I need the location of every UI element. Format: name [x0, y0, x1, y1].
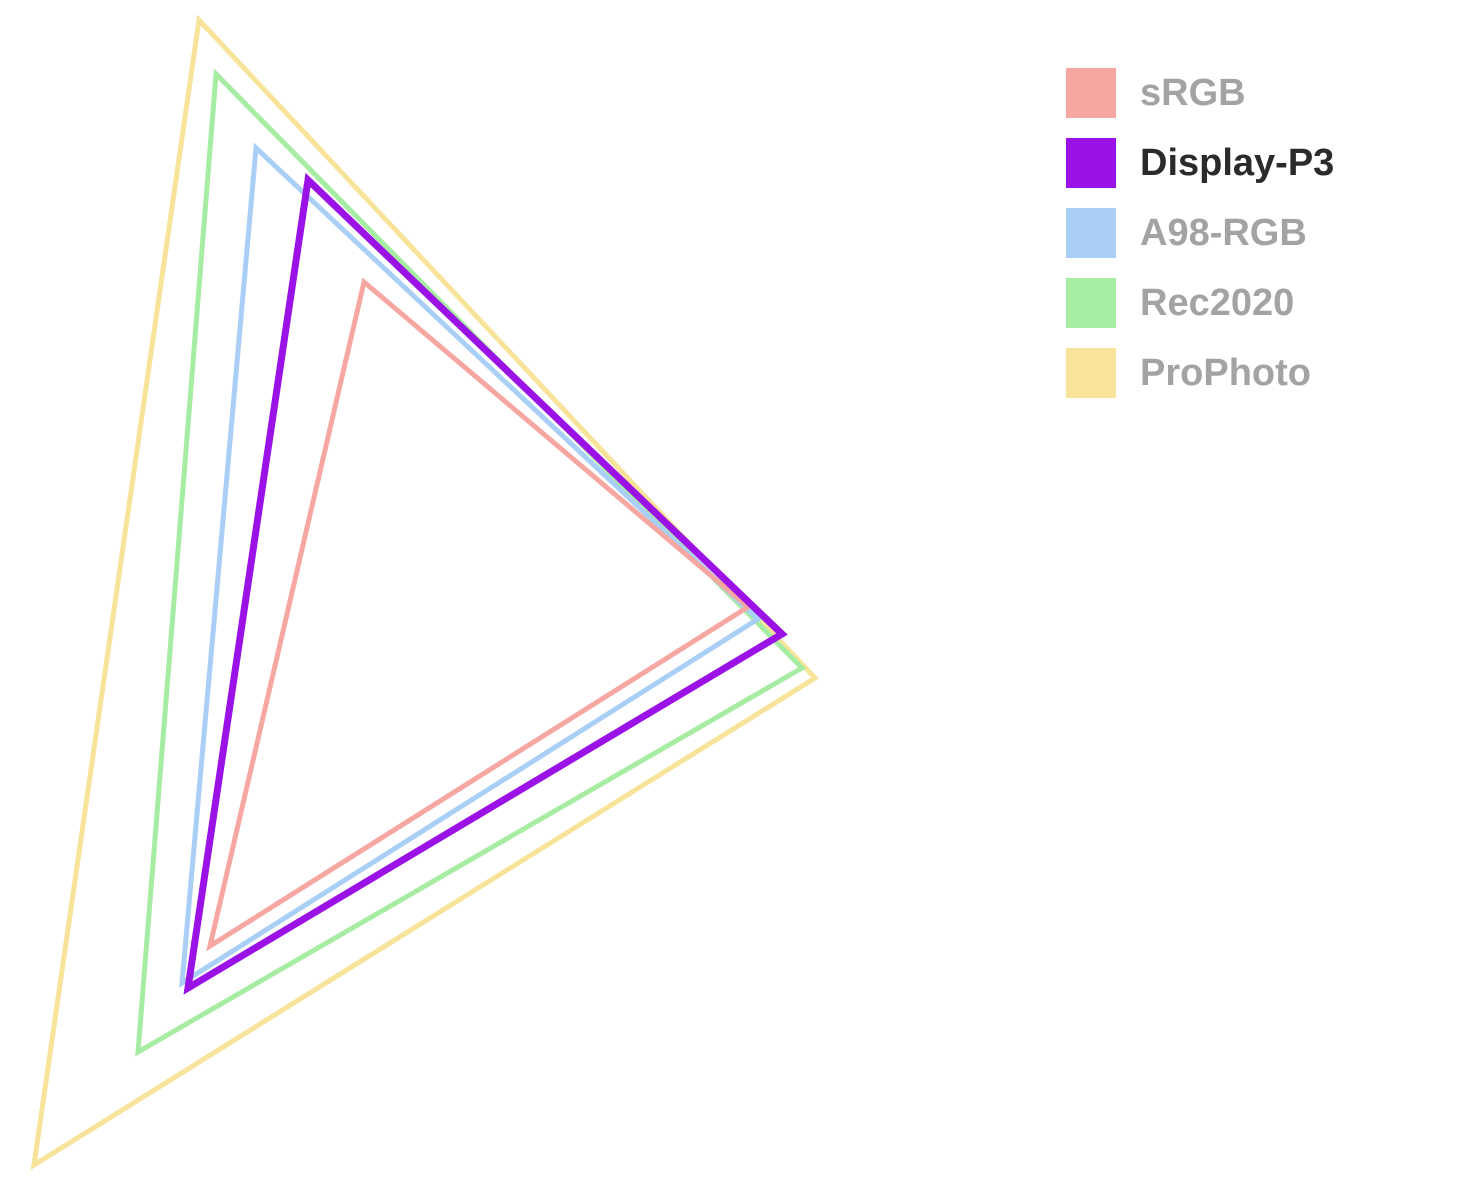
diagram-stage: sRGB Display-P3 A98-RGB Rec2020 ProPhoto — [0, 0, 1473, 1194]
legend-item-prophoto[interactable]: ProPhoto — [1066, 338, 1334, 408]
legend-swatch-prophoto — [1066, 348, 1116, 398]
legend-item-rec2020[interactable]: Rec2020 — [1066, 268, 1334, 338]
gamut-srgb — [210, 282, 748, 946]
legend-item-displayp3[interactable]: Display-P3 — [1066, 128, 1334, 198]
gamut-rec2020 — [138, 74, 802, 1052]
legend-label-srgb: sRGB — [1140, 72, 1246, 115]
legend-swatch-a98rgb — [1066, 208, 1116, 258]
gamut-displayp3 — [188, 180, 782, 988]
legend-item-a98rgb[interactable]: A98-RGB — [1066, 198, 1334, 268]
legend-label-prophoto: ProPhoto — [1140, 352, 1311, 395]
legend-label-displayp3: Display-P3 — [1140, 142, 1334, 185]
legend-label-a98rgb: A98-RGB — [1140, 212, 1307, 255]
gamut-prophoto — [34, 20, 815, 1165]
legend-label-rec2020: Rec2020 — [1140, 282, 1294, 325]
legend-item-srgb[interactable]: sRGB — [1066, 58, 1334, 128]
legend-swatch-rec2020 — [1066, 278, 1116, 328]
legend-swatch-displayp3 — [1066, 138, 1116, 188]
legend: sRGB Display-P3 A98-RGB Rec2020 ProPhoto — [1066, 58, 1334, 408]
legend-swatch-srgb — [1066, 68, 1116, 118]
